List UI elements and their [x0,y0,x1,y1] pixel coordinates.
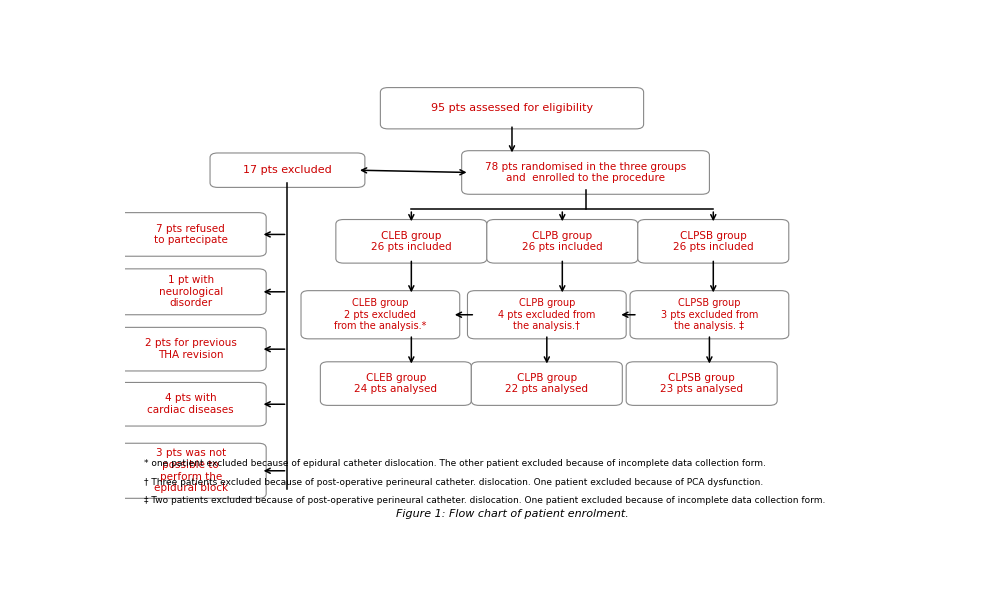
Text: CLEB group
26 pts included: CLEB group 26 pts included [371,231,452,252]
Text: CLPB group
22 pts analysed: CLPB group 22 pts analysed [505,372,588,395]
FancyBboxPatch shape [472,362,622,405]
Text: CLPSB group
26 pts included: CLPSB group 26 pts included [673,231,753,252]
FancyBboxPatch shape [487,219,637,263]
Text: Figure 1: Flow chart of patient enrolment.: Figure 1: Flow chart of patient enrolmen… [396,509,628,519]
Text: CLEB group
2 pts excluded
from the analysis.*: CLEB group 2 pts excluded from the analy… [335,298,427,331]
FancyBboxPatch shape [637,219,789,263]
FancyBboxPatch shape [115,327,266,371]
Text: CLPSB group
23 pts analysed: CLPSB group 23 pts analysed [660,372,743,395]
Text: CLPB group
26 pts included: CLPB group 26 pts included [522,231,602,252]
FancyBboxPatch shape [115,213,266,256]
Text: CLPSB group
3 pts excluded from
the analysis. ‡: CLPSB group 3 pts excluded from the anal… [660,298,758,331]
FancyBboxPatch shape [630,291,789,339]
FancyBboxPatch shape [336,219,487,263]
Text: 3 pts was not
possible to
perform the
epidural block: 3 pts was not possible to perform the ep… [154,448,228,493]
Text: 95 pts assessed for eligibility: 95 pts assessed for eligibility [431,103,593,113]
FancyBboxPatch shape [381,88,643,129]
Text: 4 pts with
cardiac diseases: 4 pts with cardiac diseases [148,393,234,415]
Text: CLPB group
4 pts excluded from
the analysis.†: CLPB group 4 pts excluded from the analy… [499,298,595,331]
Text: ‡ Two patients excluded because of post-operative perineural catheter. dislocati: ‡ Two patients excluded because of post-… [144,496,825,505]
FancyBboxPatch shape [115,443,266,498]
Text: † Three patients excluded because of post-operative perineural catheter. disloca: † Three patients excluded because of pos… [144,477,763,487]
FancyBboxPatch shape [321,362,472,405]
FancyBboxPatch shape [468,291,626,339]
Text: 2 pts for previous
THA revision: 2 pts for previous THA revision [145,339,237,360]
FancyBboxPatch shape [301,291,460,339]
Text: 78 pts randomised in the three groups
and  enrolled to the procedure: 78 pts randomised in the three groups an… [485,162,686,184]
Text: 17 pts excluded: 17 pts excluded [243,165,332,175]
Text: * one patient excluded because of epidural catheter dislocation. The other patie: * one patient excluded because of epidur… [144,460,766,468]
FancyBboxPatch shape [462,151,709,194]
FancyBboxPatch shape [210,153,365,187]
FancyBboxPatch shape [626,362,777,405]
Text: CLEB group
24 pts analysed: CLEB group 24 pts analysed [355,372,438,395]
FancyBboxPatch shape [115,269,266,315]
Text: 7 pts refused
to partecipate: 7 pts refused to partecipate [154,224,228,245]
Text: 1 pt with
neurological
disorder: 1 pt with neurological disorder [159,275,223,308]
FancyBboxPatch shape [115,383,266,426]
